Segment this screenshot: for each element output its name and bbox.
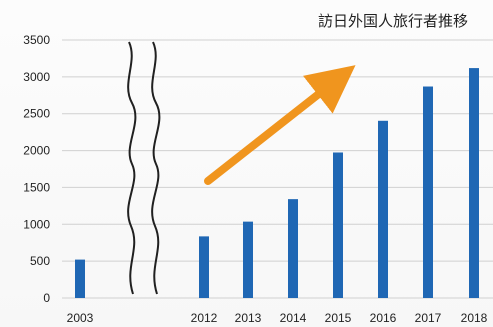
chart-title: 訪日外国人旅行者推移 [318,12,468,30]
x-tick-label-2016: 2016 [370,311,397,325]
grid-lines [62,39,493,299]
bar-2018 [469,68,479,298]
y-tick-label-7: 3500 [23,33,50,47]
x-tick-label-2014: 2014 [280,311,307,325]
y-tick-label-0: 0 [43,291,50,305]
x-tick-label-2003: 2003 [67,311,94,325]
x-tick-label-2018: 2018 [461,311,488,325]
y-tick-label-4: 2000 [23,144,50,158]
y-tick-label-3: 1500 [23,180,50,194]
bar-2003 [75,259,85,298]
y-tick-label-1: 500 [30,254,50,268]
x-tick-label-2017: 2017 [415,311,442,325]
bar-series [75,68,479,298]
y-axis-ticks: 0 500 1000 1500 2000 2500 3000 3500 [23,33,50,305]
bar-2015 [333,152,343,298]
bar-2012 [199,236,209,298]
x-axis-categories: 2003 2012 2013 2014 2015 2016 2017 2018 [67,311,488,325]
y-tick-label-6: 3000 [23,70,50,84]
x-tick-label-2013: 2013 [235,311,262,325]
bar-2017 [423,86,433,298]
y-tick-label-2: 1000 [23,217,50,231]
bar-2016 [378,120,388,298]
y-tick-label-5: 2500 [23,107,50,121]
growth-arrow [204,65,356,185]
x-tick-label-2015: 2015 [325,311,352,325]
bar-2014 [288,199,298,298]
x-tick-label-2012: 2012 [191,311,218,325]
axis-break [127,41,161,295]
bar-2013 [243,221,253,298]
